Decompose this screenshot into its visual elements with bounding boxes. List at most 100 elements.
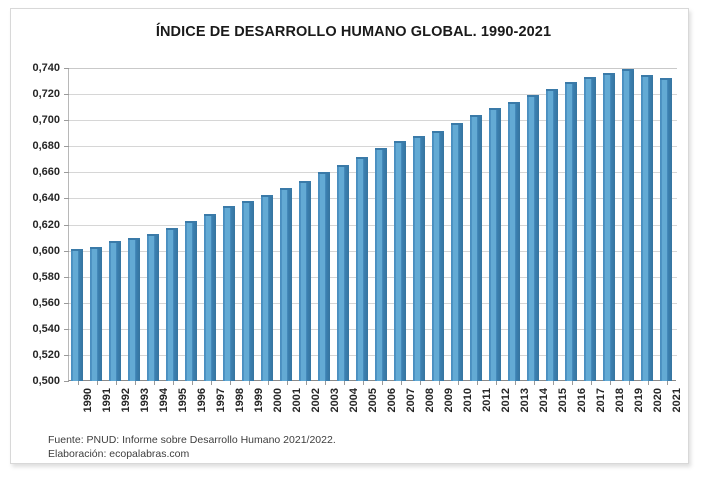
x-axis-tick <box>324 381 326 385</box>
x-axis-label: 1997 <box>214 388 227 413</box>
y-axis-label: 0,580 <box>32 270 60 283</box>
y-axis-tick <box>64 302 69 304</box>
x-axis-tick <box>438 381 440 385</box>
y-axis-tick <box>64 276 69 278</box>
x-axis-tick <box>267 381 269 385</box>
bar <box>489 108 501 381</box>
x-axis-label: 1996 <box>195 388 208 413</box>
x-axis-tick <box>153 381 155 385</box>
x-axis-tick <box>552 381 554 385</box>
footnote-credit: Elaboración: ecopalabras.com <box>48 448 190 460</box>
y-axis-tick <box>64 94 69 96</box>
x-axis-tick <box>96 381 98 385</box>
bar <box>128 237 140 381</box>
x-axis-tick <box>571 381 573 385</box>
gridline <box>69 276 677 278</box>
bar <box>451 122 463 381</box>
x-axis-tick <box>381 381 383 385</box>
bar <box>375 147 387 381</box>
y-axis-tick <box>64 381 69 382</box>
y-axis-label: 0,540 <box>32 322 60 335</box>
x-axis-label: 2007 <box>404 388 417 413</box>
chart-title: ÍNDICE DE DESARROLLO HUMANO GLOBAL. 1990… <box>155 24 552 40</box>
footnote: Fuente: PNUD: Informe sobre Desarrollo H… <box>48 433 336 461</box>
bar <box>641 74 653 381</box>
x-axis-tick <box>476 381 478 385</box>
plot-wrapper: 0,500 0,520 0,540 0,560 0,580 0,600 0,620 0,640… <box>32 62 683 412</box>
bar <box>109 241 121 381</box>
gridline <box>69 250 677 252</box>
y-axis-label: 0,720 <box>32 88 60 101</box>
x-axis-label: 2001 <box>290 388 303 413</box>
x-axis-label: 2017 <box>594 388 607 413</box>
y-axis-label: 0,700 <box>32 114 60 127</box>
bar <box>470 114 482 381</box>
bar <box>584 77 596 381</box>
x-axis-tick <box>172 381 174 385</box>
bar <box>432 130 444 381</box>
x-axis-label: 2021 <box>670 388 683 413</box>
gridline <box>69 172 677 174</box>
gridline <box>69 120 677 122</box>
y-axis-tick <box>64 120 69 122</box>
bar-series: 1990 1991 1992 1993 1994 1995 1996 1997 1998 1999… <box>68 68 683 412</box>
bar <box>622 69 634 381</box>
x-axis-label: 1995 <box>176 388 189 413</box>
x-axis-label: 2019 <box>632 388 645 413</box>
x-axis-label: 1993 <box>138 388 151 413</box>
bar <box>280 187 292 381</box>
y-axis-tick <box>64 354 69 356</box>
x-axis-tick <box>210 381 212 385</box>
bar <box>318 172 330 381</box>
x-axis-tick <box>590 381 592 385</box>
x-axis-tick <box>191 381 193 385</box>
bar <box>242 201 254 381</box>
x-axis-tick <box>362 381 364 385</box>
bar <box>356 156 368 381</box>
x-axis-label: 2012 <box>499 388 512 413</box>
plot-area: 0,500 0,520 0,540 0,560 0,580 0,600 0,620 0,640… <box>32 62 677 387</box>
x-axis-label: 2014 <box>537 388 550 413</box>
x-axis-tick <box>286 381 288 385</box>
bar <box>527 95 539 381</box>
bar <box>204 214 216 381</box>
y-axis-label: 0,740 <box>32 62 60 74</box>
x-axis-label: 1991 <box>100 388 113 413</box>
x-axis-label: 2002 <box>309 388 322 413</box>
x-axis-label: 1992 <box>119 388 132 413</box>
bar <box>413 135 425 381</box>
bar <box>261 194 273 381</box>
x-axis-tick <box>134 381 136 385</box>
x-axis-label: 1999 <box>252 388 265 413</box>
x-axis-tick <box>77 381 79 385</box>
y-axis-tick <box>64 224 69 226</box>
x-axis-tick <box>514 381 516 385</box>
x-axis-label: 1994 <box>157 388 170 413</box>
gridline <box>69 94 677 96</box>
y-axis-label: 0,560 <box>32 296 60 309</box>
footnote-source: Fuente: PNUD: Informe sobre Desarrollo H… <box>48 434 336 446</box>
x-axis-label: 2000 <box>271 388 284 413</box>
x-axis-tick <box>628 381 630 385</box>
y-axis-tick <box>64 146 69 148</box>
y-axis-label: 0,500 <box>32 375 60 387</box>
y-axis-label: 0,660 <box>32 166 60 179</box>
y-axis-label: 0,680 <box>32 140 60 153</box>
x-axis-label: 2003 <box>328 388 341 413</box>
bar <box>508 101 520 381</box>
gridline <box>69 328 677 330</box>
x-axis-tick <box>115 381 117 385</box>
x-axis-label: 2004 <box>347 388 360 413</box>
x-axis-tick <box>647 381 649 385</box>
x-axis-label: 2018 <box>613 388 626 413</box>
x-axis-tick <box>457 381 459 385</box>
x-axis-tick <box>495 381 497 385</box>
y-axis-label: 0,620 <box>32 218 60 231</box>
x-axis-tick <box>533 381 535 385</box>
bar <box>185 220 197 381</box>
x-axis-label: 2013 <box>518 388 531 413</box>
bar <box>90 246 102 381</box>
x-axis-tick <box>419 381 421 385</box>
x-axis-label: 2008 <box>423 388 436 413</box>
